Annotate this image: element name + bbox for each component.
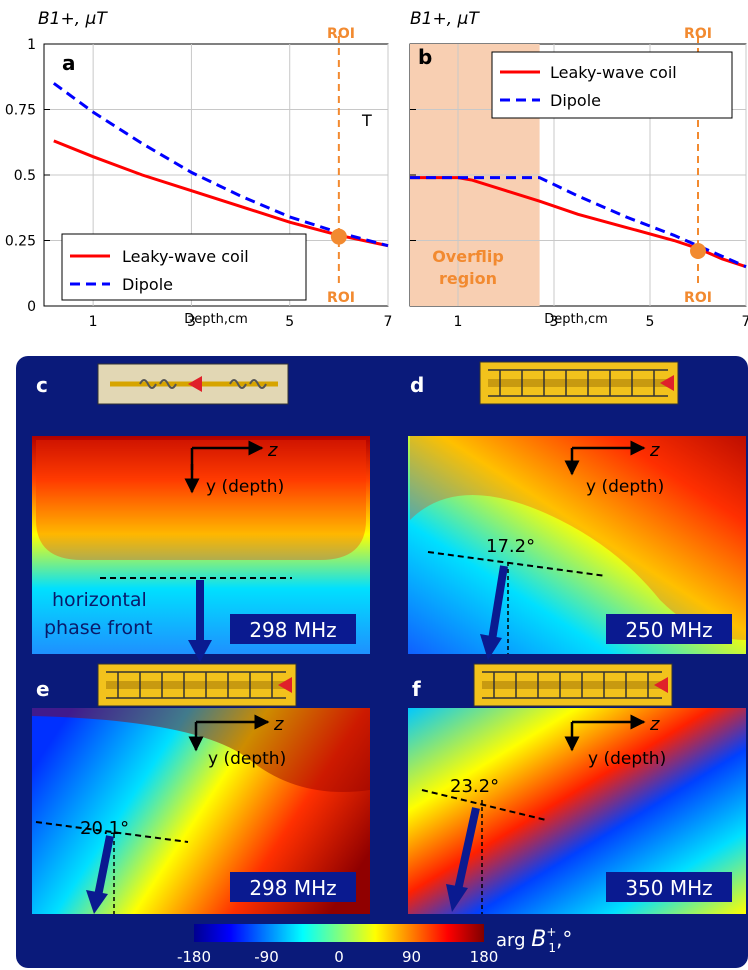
- panel-e-angle: 20.1°: [80, 818, 129, 839]
- panel-a-yticks: 0 0.25 0.5 0.75 1: [5, 37, 36, 315]
- panel-a-letter: a: [62, 51, 76, 75]
- panel-c-note-2: phase front: [44, 617, 153, 639]
- x-tick-label: 3: [550, 314, 559, 330]
- x-tick-label: 3: [187, 314, 196, 330]
- colorbar: -180 -90 0 90 180 arg B+ 1,°: [177, 924, 572, 966]
- panel-b-roi-bottom: ROI: [684, 290, 712, 306]
- panel-b-ylabel: B1+, μT: [410, 9, 480, 29]
- panel-b-xticks: 1 3 5 7: [454, 314, 748, 330]
- panel-b-letter: b: [418, 45, 432, 69]
- panel-a-legend-dipole: Dipole: [122, 275, 173, 294]
- panel-a-legend-leaky: Leaky-wave coil: [122, 247, 249, 266]
- panel-c-z: z: [267, 440, 278, 461]
- colorbar-gradient: [194, 924, 484, 942]
- x-tick-label: 7: [384, 314, 393, 330]
- colorbar-tick-label: 90: [402, 948, 421, 966]
- panel-a-xlabel: Depth,cm: [184, 312, 248, 327]
- panel-f-letter: f: [412, 677, 421, 701]
- y-tick-label: 1: [27, 37, 36, 53]
- x-tick-label: 5: [285, 314, 294, 330]
- roi-point: [690, 242, 706, 259]
- panel-d-letter: d: [410, 373, 424, 397]
- panel-c-y: y (depth): [206, 477, 284, 497]
- panel-d: d z y (depth) 17.2° 250 MHz: [408, 361, 746, 660]
- panel-f-angle: 23.2°: [450, 776, 499, 797]
- panel-d-freq: 250 MHz: [625, 618, 712, 642]
- panel-a-xticks: 1 3 5 7: [89, 314, 393, 330]
- colorbar-tick-label: -180: [177, 948, 211, 966]
- panel-e-z: z: [273, 714, 284, 735]
- colorbar-tick-label: 0: [334, 948, 344, 966]
- panel-c-note-1: horizontal: [52, 589, 147, 611]
- panel-e-y: y (depth): [208, 749, 286, 769]
- panel-f: f z y (depth) 23.2° 350 MHz: [408, 663, 746, 914]
- x-tick-label: 7: [742, 314, 748, 330]
- panel-e: e z y (depth) 20.1° 298 MHz: [32, 663, 370, 914]
- panel-a-series: [52, 36, 389, 284]
- panel-b-legend-leaky: Leaky-wave coil: [550, 63, 677, 82]
- panel-b-xlabel: Depth,cm: [544, 312, 608, 327]
- panel-b-legend: Leaky-wave coil Dipole: [491, 51, 733, 119]
- panel-b-roi-top: ROI: [684, 26, 712, 42]
- y-tick-label: 0.75: [5, 103, 36, 119]
- panel-a-legend: Leaky-wave coil Dipole: [61, 233, 307, 301]
- series-line-leaky-wave: [53, 139, 389, 248]
- x-tick-label: 1: [454, 314, 463, 330]
- panel-a-roi-bottom: ROI: [327, 290, 355, 306]
- panel-a-ylabel: B1+, μT: [38, 9, 108, 29]
- panel-d-angle: 17.2°: [486, 536, 535, 557]
- y-tick-label: 0.5: [14, 168, 36, 184]
- panel-c: c z y (depth) horizontal phase front 298…: [32, 363, 370, 662]
- panel-f-y: y (depth): [588, 749, 666, 769]
- panel-e-freq: 298 MHz: [249, 876, 336, 900]
- y-tick-label: 0: [27, 299, 36, 315]
- panel-f-freq: 350 MHz: [625, 876, 712, 900]
- colorbar-label: arg B+ 1,°: [496, 925, 572, 955]
- panel-a-roi-top: ROI: [327, 26, 355, 42]
- panel-f-z: z: [649, 714, 660, 735]
- panel-e-letter: e: [36, 677, 50, 701]
- x-tick-label: 5: [646, 314, 655, 330]
- colorbar-ticks: -180 -90 0 90 180: [177, 948, 498, 966]
- roi-point: [330, 228, 347, 245]
- panel-b-legend-dipole: Dipole: [550, 91, 601, 110]
- panel-a-extra-label: T: [361, 111, 372, 130]
- panel-b-overflip-2: region: [439, 269, 497, 288]
- x-tick-label: 1: [89, 314, 98, 330]
- panel-d-y: y (depth): [586, 477, 664, 497]
- colorbar-tick-label: 180: [470, 948, 499, 966]
- series-line-dipole: [410, 176, 747, 269]
- panel-c-letter: c: [36, 373, 48, 397]
- panel-b-overflip-1: Overflip: [432, 247, 504, 266]
- y-tick-label: 0.25: [5, 234, 36, 250]
- panel-c-freq: 298 MHz: [249, 618, 336, 642]
- panel-d-z: z: [649, 440, 660, 461]
- colorbar-tick-label: -90: [254, 948, 279, 966]
- series-line-leaky-wave: [410, 176, 747, 269]
